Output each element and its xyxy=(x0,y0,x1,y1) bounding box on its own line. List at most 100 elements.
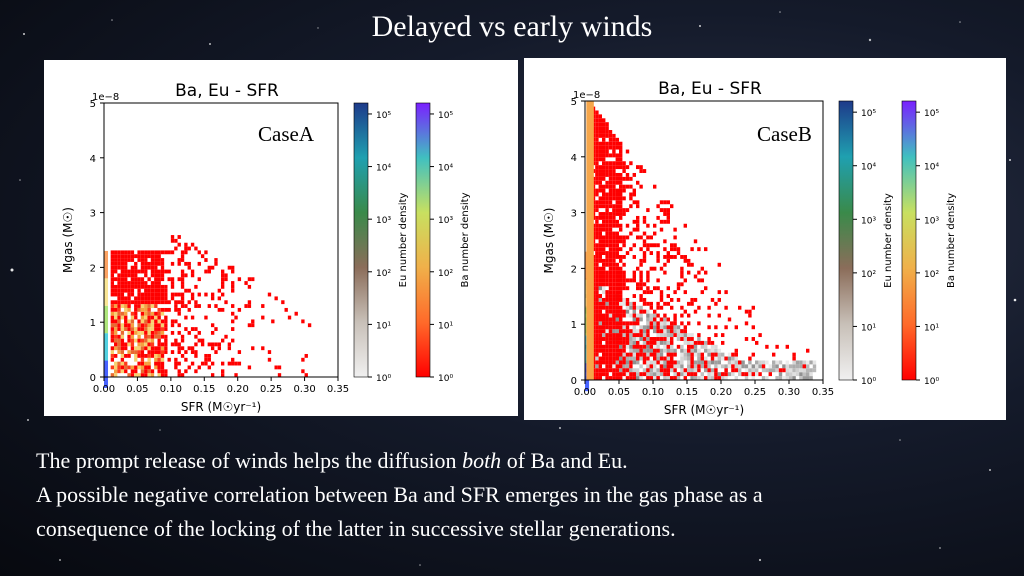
eu-cell xyxy=(734,364,738,369)
ba-cell xyxy=(619,235,623,240)
eu-cell xyxy=(809,376,813,380)
ba-cell xyxy=(150,265,155,270)
eu-cell xyxy=(704,348,708,353)
ba-cell xyxy=(184,288,188,293)
ba-cell xyxy=(164,250,168,255)
ba-cell xyxy=(612,317,616,322)
ba-cell xyxy=(210,323,215,328)
eu-cell xyxy=(809,368,813,373)
ba-cell xyxy=(680,313,684,318)
eu-cell xyxy=(704,356,708,361)
ba-cell xyxy=(612,180,616,185)
ba-cell xyxy=(602,266,606,271)
ba-cell xyxy=(619,313,623,318)
eu-cell xyxy=(772,368,776,373)
ba-cell xyxy=(110,269,115,274)
eu-cell xyxy=(625,372,630,377)
ba-cell xyxy=(619,204,623,209)
ba-cell xyxy=(120,261,125,266)
eu-cell xyxy=(707,360,711,365)
y-tick-label: 2 xyxy=(90,263,96,274)
eu-cell xyxy=(734,376,738,380)
ba-cell xyxy=(608,196,613,201)
ba-cell xyxy=(120,350,125,354)
ba-cell xyxy=(649,352,653,357)
ba-cell xyxy=(602,305,606,310)
ba-cell xyxy=(304,373,308,377)
ba-cell xyxy=(595,149,599,154)
ba-cell xyxy=(690,247,694,252)
ba-cell xyxy=(595,297,599,302)
ba-cell xyxy=(642,301,647,306)
y-multiplier: 1e−8 xyxy=(573,90,600,101)
ba-cell xyxy=(154,330,158,335)
ba-cell xyxy=(632,372,636,377)
x-tick-label: 0.35 xyxy=(812,387,834,398)
ba-cell xyxy=(619,227,623,232)
y-tick-label: 1 xyxy=(571,320,577,331)
eu-cell xyxy=(683,356,687,361)
ba-cell xyxy=(144,292,148,297)
ba-cell xyxy=(676,247,681,252)
ba-cell xyxy=(608,188,613,193)
ba-cell xyxy=(629,352,633,357)
ba-cell xyxy=(619,348,623,353)
ba-cell xyxy=(595,325,599,330)
ba-cell xyxy=(271,319,275,324)
ba-cell xyxy=(144,281,148,285)
ba-cell xyxy=(792,352,796,357)
ba-cell xyxy=(127,334,131,339)
ba-cell xyxy=(157,373,161,377)
ba-cell xyxy=(612,208,616,213)
ba-cell xyxy=(619,200,623,205)
ba-cell xyxy=(134,330,138,335)
eu-cell xyxy=(741,364,745,369)
ba-cell xyxy=(598,231,602,236)
ba-cell xyxy=(619,305,623,310)
ba-cell xyxy=(127,350,131,354)
ba-cell xyxy=(117,346,121,351)
ba-cell xyxy=(632,313,636,318)
ba-cell xyxy=(755,340,759,345)
ba-cell xyxy=(117,277,121,282)
ba-cell xyxy=(227,346,232,351)
ba-cell xyxy=(656,278,660,283)
ba-cell xyxy=(598,274,602,279)
ba-cell xyxy=(608,340,613,345)
ba-cell xyxy=(656,329,660,334)
ba-cell xyxy=(663,255,667,259)
x-tick-label: 0.20 xyxy=(710,387,732,398)
ba-cell xyxy=(204,258,208,262)
eu-cell xyxy=(812,368,817,373)
ba-cell xyxy=(595,165,599,170)
ba-cell xyxy=(602,169,606,173)
ba-cell xyxy=(608,141,613,146)
ba-cell xyxy=(765,344,769,349)
ba-cell xyxy=(629,329,633,334)
ba-cell xyxy=(207,357,211,362)
ba-cell xyxy=(605,372,609,377)
ba-cell xyxy=(154,365,158,370)
eu-cell xyxy=(700,376,704,380)
ba-cell xyxy=(167,357,171,362)
eu-cell xyxy=(704,368,708,373)
ba-cell xyxy=(110,261,115,266)
ba-cell xyxy=(150,327,155,331)
ba-cell xyxy=(602,196,606,201)
ba-cell xyxy=(120,330,125,335)
ba-cell xyxy=(124,311,128,316)
eu-cell xyxy=(646,348,650,353)
ba-cell xyxy=(144,319,148,324)
ba-cell xyxy=(160,258,165,262)
ba-cell xyxy=(724,305,728,310)
ba-cell xyxy=(680,282,684,287)
ba-cell xyxy=(137,269,141,274)
eu-cell xyxy=(649,372,653,377)
ba-cell xyxy=(704,286,708,291)
ba-cell xyxy=(680,255,684,259)
ba-cell xyxy=(683,290,687,295)
ba-cell xyxy=(598,376,602,380)
ba-cell xyxy=(629,192,633,197)
ba-cell xyxy=(693,274,698,279)
ba-cell xyxy=(663,208,667,213)
